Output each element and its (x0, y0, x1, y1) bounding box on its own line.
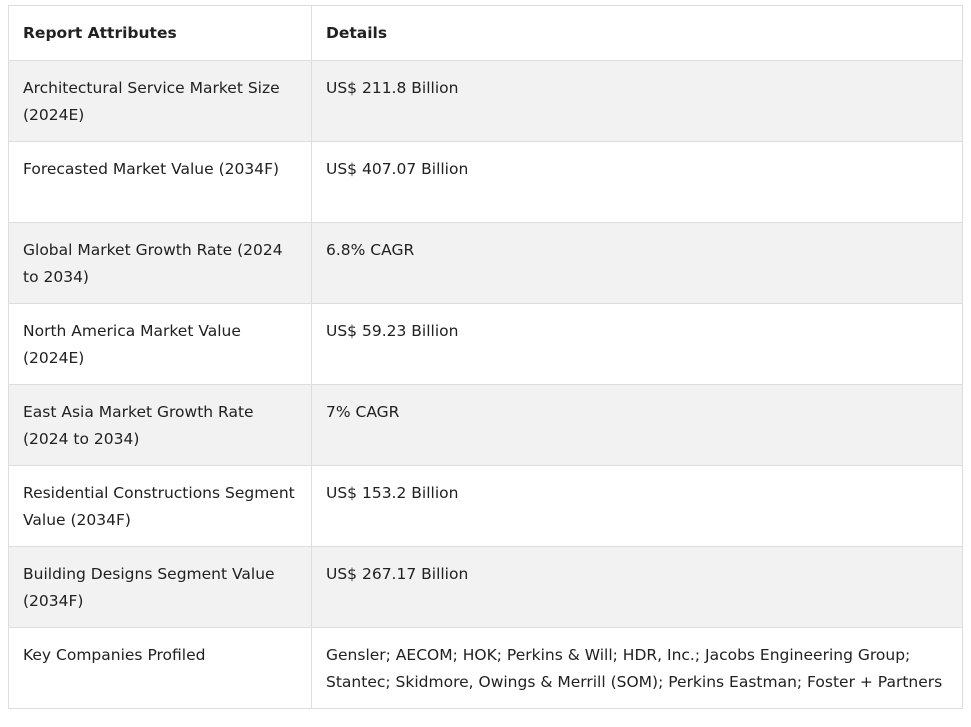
attribute-cell: Forecasted Market Value (2034F) (8, 141, 312, 223)
table-row: Forecasted Market Value (2034F) US$ 407.0… (8, 141, 963, 223)
detail-cell: 7% CAGR (311, 384, 963, 466)
report-attributes-table: Report Attributes Details Architectural … (8, 5, 963, 709)
table-row: Building Designs Segment Value (2034F) US… (8, 546, 963, 628)
attribute-cell: Key Companies Profiled (8, 627, 312, 709)
detail-cell: US$ 407.07 Billion (311, 141, 963, 223)
header-details: Details (311, 5, 963, 61)
attribute-cell: Architectural Service Market Size (2024E… (8, 60, 312, 142)
detail-cell: US$ 153.2 Billion (311, 465, 963, 547)
detail-cell: Gensler; AECOM; HOK; Perkins & Will; HDR… (311, 627, 963, 709)
attribute-cell: Residential Constructions Segment Value … (8, 465, 312, 547)
detail-cell: US$ 59.23 Billion (311, 303, 963, 385)
detail-cell: 6.8% CAGR (311, 222, 963, 304)
detail-cell: US$ 267.17 Billion (311, 546, 963, 628)
attribute-cell: East Asia Market Growth Rate (2024 to 20… (8, 384, 312, 466)
table-header-row: Report Attributes Details (8, 5, 963, 61)
attribute-cell: Building Designs Segment Value (2034F) (8, 546, 312, 628)
table-row: Architectural Service Market Size (2024E… (8, 60, 963, 142)
header-report-attributes: Report Attributes (8, 5, 312, 61)
attribute-cell: North America Market Value (2024E) (8, 303, 312, 385)
table-row: Global Market Growth Rate (2024 to 2034)… (8, 222, 963, 304)
table-row: North America Market Value (2024E) US$ 59… (8, 303, 963, 385)
table-row: Residential Constructions Segment Value … (8, 465, 963, 547)
table-row: Key Companies Profiled Gensler; AECOM; HO… (8, 627, 963, 709)
detail-cell: US$ 211.8 Billion (311, 60, 963, 142)
attribute-cell: Global Market Growth Rate (2024 to 2034) (8, 222, 312, 304)
table-row: East Asia Market Growth Rate (2024 to 20… (8, 384, 963, 466)
